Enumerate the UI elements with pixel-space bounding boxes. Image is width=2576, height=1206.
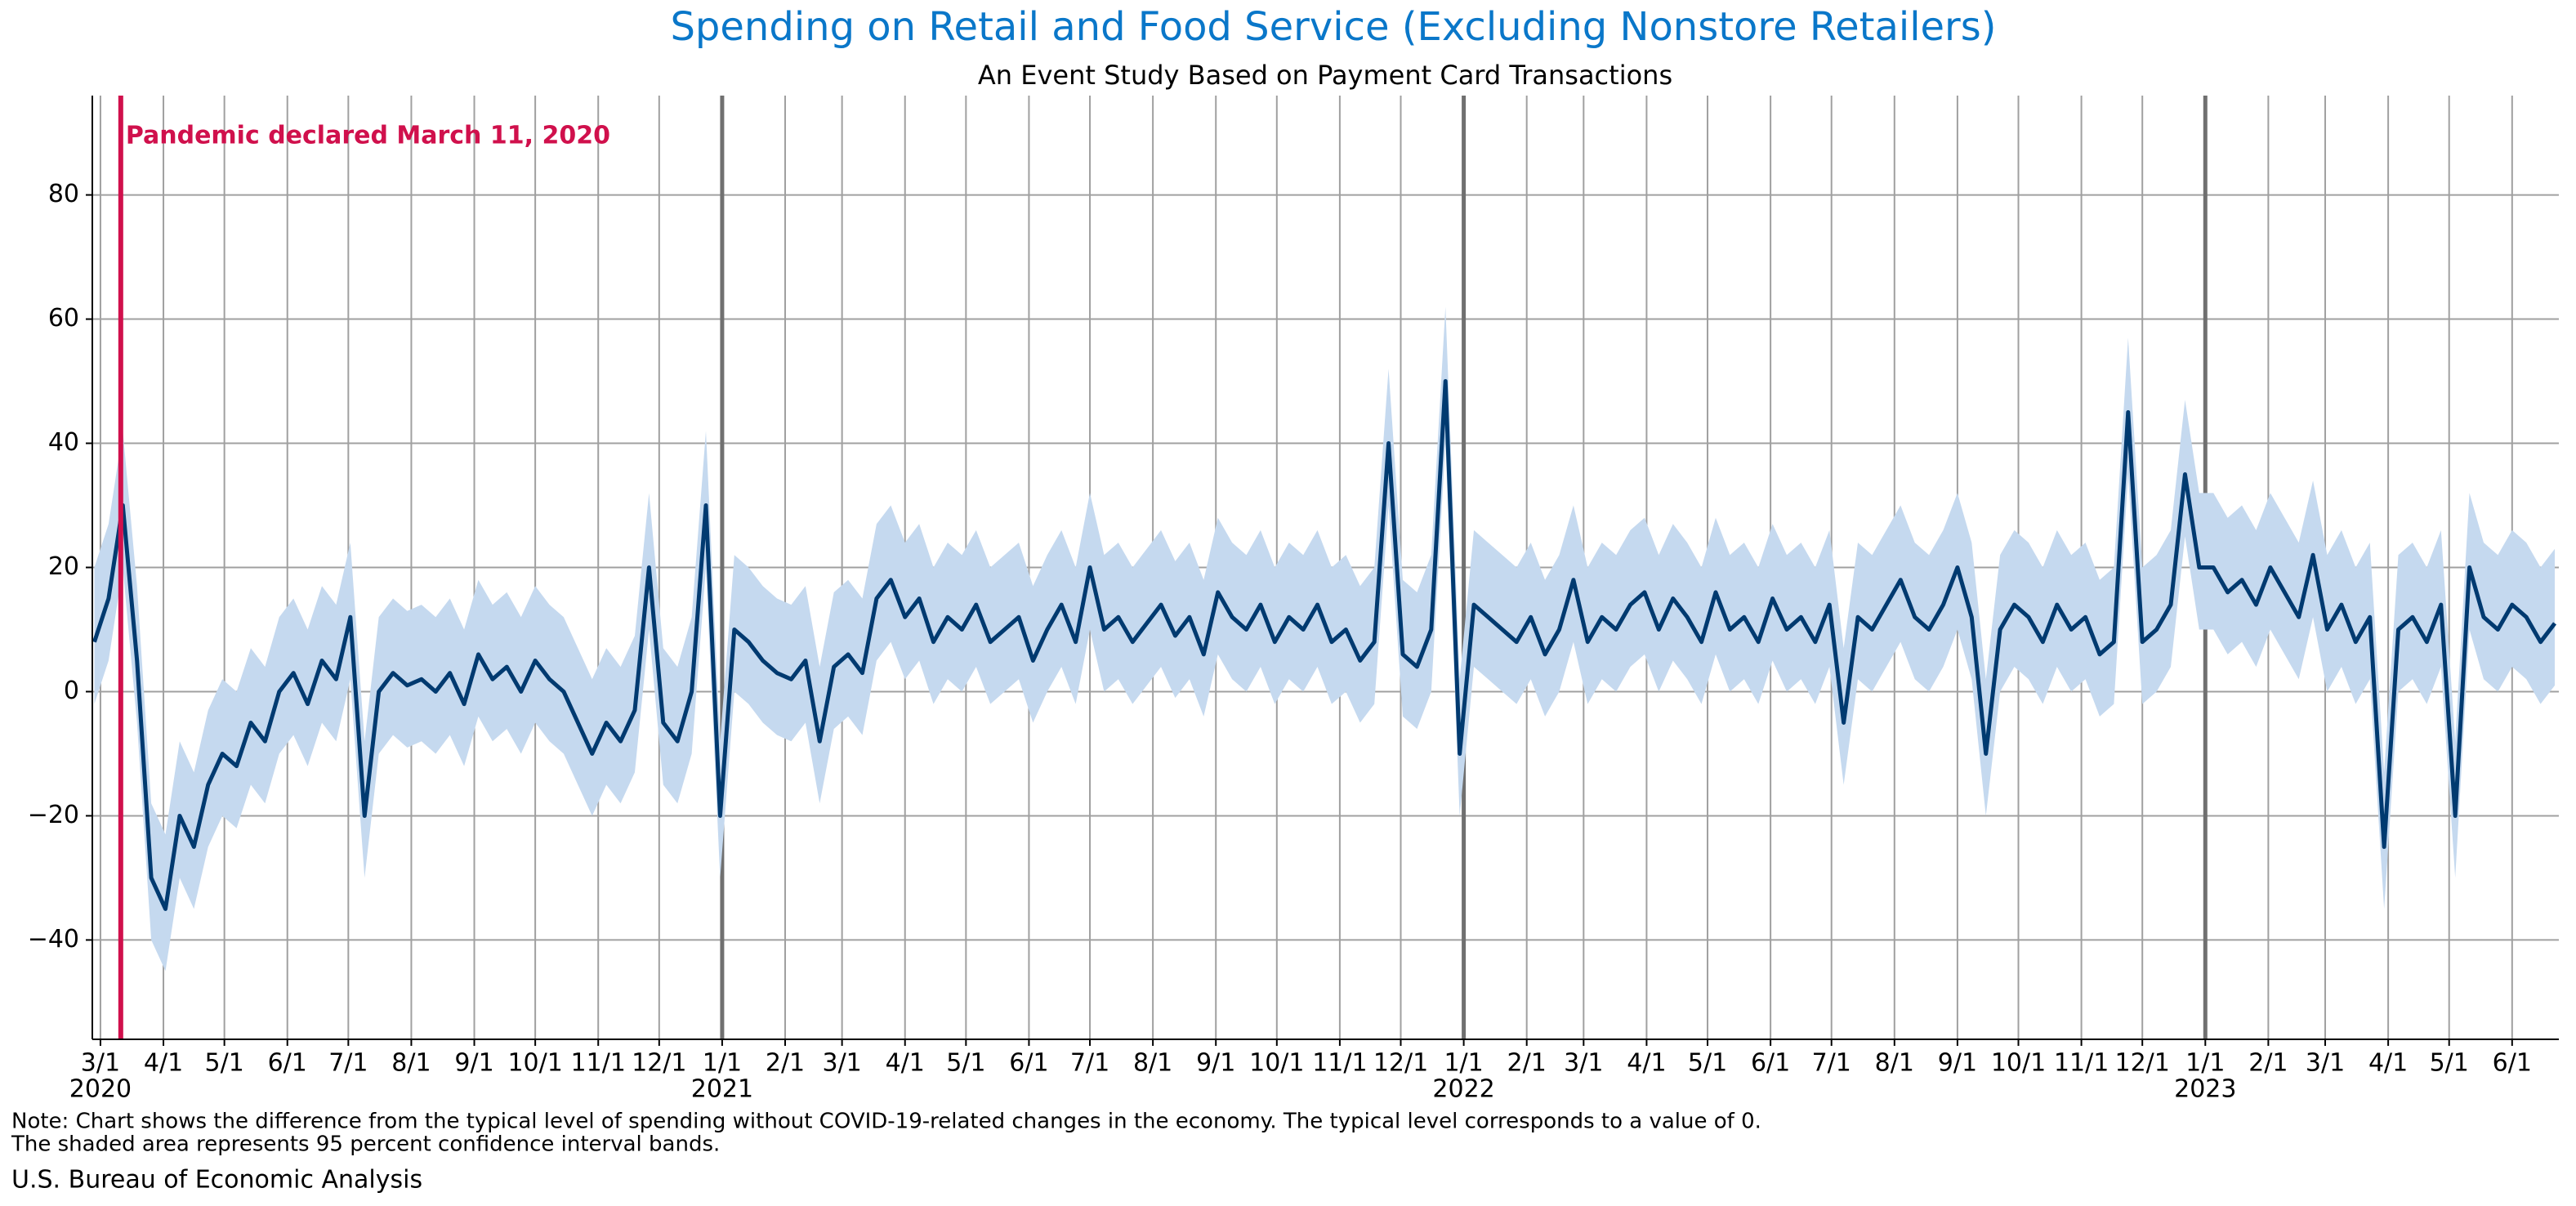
x-tick-label: 5/1 [1688, 1049, 1727, 1078]
x-tick-label: 6/1 [2493, 1049, 2532, 1078]
x-tick-label: 4/1 [886, 1049, 925, 1078]
x-tick-label: 10/1 [1249, 1049, 1304, 1078]
y-tick-label: −20 [28, 801, 79, 829]
x-tick-label: 6/1 [268, 1049, 307, 1078]
x-tick-label: 6/1 [1751, 1049, 1790, 1078]
x-tick-label: 3/1 [822, 1049, 861, 1078]
year-label: 2020 [69, 1075, 132, 1104]
x-tick-label: 3/1 [81, 1049, 120, 1078]
y-tick-label: 0 [64, 677, 79, 705]
x-tick-label: 10/1 [1991, 1049, 2046, 1078]
x-tick-label: 9/1 [454, 1049, 493, 1078]
x-tick-label: 7/1 [1812, 1049, 1851, 1078]
x-tick-label: 8/1 [1875, 1049, 1914, 1078]
x-tick-label: 3/1 [2306, 1049, 2345, 1078]
x-tick-label: 1/1 [1444, 1049, 1483, 1078]
chart-subtitle: An Event Study Based on Payment Card Tra… [978, 60, 1672, 91]
x-tick-label: 10/1 [507, 1049, 562, 1078]
x-tick-label: 7/1 [328, 1049, 368, 1078]
y-tick-label: 40 [48, 428, 79, 457]
x-tick-label: 1/1 [2185, 1049, 2225, 1078]
chart-title: Spending on Retail and Food Service (Exc… [670, 4, 1996, 50]
x-tick-label: 9/1 [1196, 1049, 1235, 1078]
x-tick-label: 11/1 [1312, 1049, 1367, 1078]
x-tick-label: 7/1 [1070, 1049, 1109, 1078]
source: U.S. Bureau of Economic Analysis [11, 1166, 422, 1195]
x-tick-label: 8/1 [391, 1049, 431, 1078]
x-tick-label: 4/1 [2368, 1049, 2408, 1078]
x-tick-label: 11/1 [2054, 1049, 2109, 1078]
x-tick-label: 3/1 [1564, 1049, 1603, 1078]
y-tick-label: 60 [48, 304, 79, 333]
x-tick-label: 2/1 [1507, 1049, 1547, 1078]
x-tick-label: 12/1 [632, 1049, 686, 1078]
note: Note: Chart shows the difference from th… [11, 1110, 1761, 1134]
x-tick-label: 1/1 [703, 1049, 742, 1078]
x-tick-label: 5/1 [946, 1049, 985, 1078]
x-tick-label: 2/1 [2248, 1049, 2288, 1078]
x-tick-label: 4/1 [1627, 1049, 1666, 1078]
line [92, 379, 2557, 911]
y-tick-label: 80 [48, 180, 79, 208]
note: The shaded area represents 95 percent co… [11, 1132, 720, 1157]
x-tick-label: 6/1 [1009, 1049, 1048, 1078]
x-tick-label: 4/1 [144, 1049, 183, 1078]
x-tick-label: 9/1 [1938, 1049, 1977, 1078]
confidence-band [94, 306, 2556, 971]
x-tick-label: 12/1 [2115, 1049, 2170, 1078]
x-tick-label: 2/1 [766, 1049, 805, 1078]
y-tick-label: −40 [28, 925, 79, 954]
x-tick-label: 12/1 [1373, 1049, 1428, 1078]
event-label: Pandemic declared March 11, 2020 [126, 122, 610, 150]
x-tick-label: 11/1 [571, 1049, 626, 1078]
year-label: 2023 [2174, 1075, 2236, 1104]
x-tick-label: 5/1 [2430, 1049, 2469, 1078]
x-tick-label: 8/1 [1133, 1049, 1172, 1078]
x-tick-label: 5/1 [205, 1049, 244, 1078]
year-label: 2022 [1432, 1075, 1494, 1104]
year-label: 2021 [691, 1075, 753, 1104]
y-tick-label: 20 [48, 552, 79, 581]
